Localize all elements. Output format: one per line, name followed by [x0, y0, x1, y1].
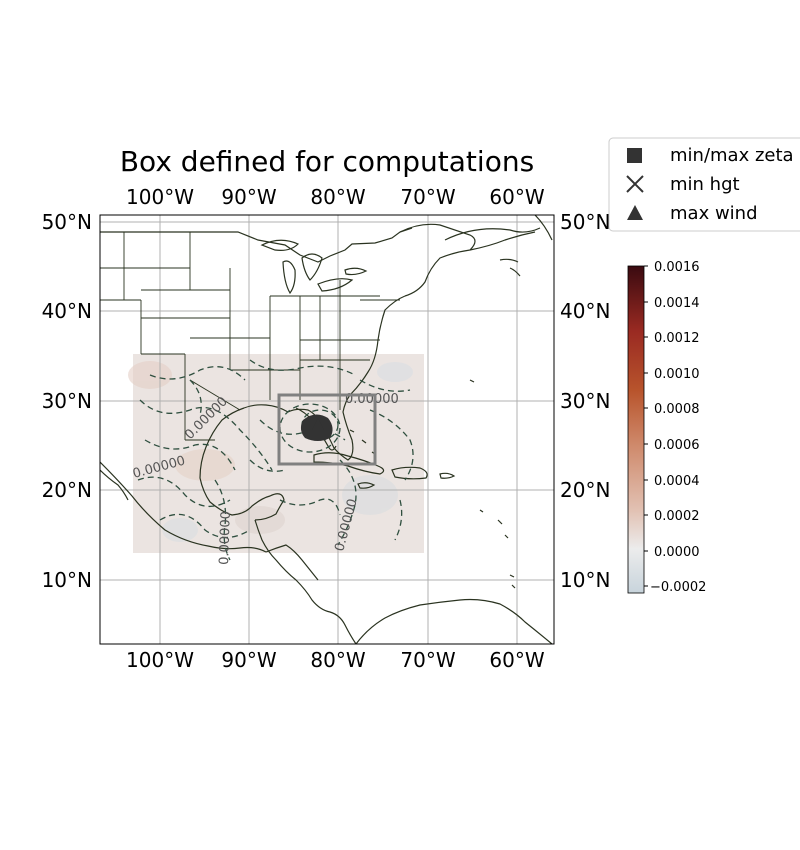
- colorbar-ticks: [644, 265, 648, 587]
- lon-tick-top: 100°W: [126, 185, 194, 209]
- lat-tick-left: 40°N: [42, 299, 92, 323]
- map-title: Box defined for computations: [119, 145, 535, 178]
- lon-tick-bottom: 70°W: [400, 648, 455, 672]
- lat-tick-left: 50°N: [42, 210, 92, 234]
- legend-box: [608, 137, 800, 232]
- colorbar-tick-label: 0.0002: [654, 509, 700, 524]
- bottom-lon-labels: 100°W 90°W 80°W 70°W 60°W: [126, 648, 545, 672]
- lat-tick-left: 20°N: [42, 478, 92, 502]
- colorbar-tick-label: 0.0014: [654, 296, 700, 311]
- colorbar-tick-label: 0.0004: [654, 474, 700, 489]
- coastlines: [100, 215, 553, 644]
- legend-triangle-icon: [627, 205, 643, 220]
- lon-tick-bottom: 80°W: [310, 648, 365, 672]
- colorbar-tick-label: 0.0000: [654, 545, 700, 560]
- colorbar-tick-label: −0.0002: [650, 580, 706, 595]
- legend-x-icon: [626, 175, 644, 193]
- computation-box: [277, 393, 377, 466]
- lon-tick-bottom: 90°W: [221, 648, 276, 672]
- contour-label: 0.00000: [217, 511, 234, 565]
- legend-label-zeta: min/max zeta: [670, 145, 794, 166]
- lat-tick-right: 30°N: [560, 389, 610, 413]
- map-frame: [99, 214, 555, 645]
- colorbar-tick-label: 0.0010: [654, 367, 700, 382]
- legend-label-hgt: min hgt: [670, 174, 740, 195]
- wind-marker: [312, 418, 324, 430]
- top-lon-labels: 100°W 90°W 80°W 70°W 60°W: [126, 185, 545, 209]
- colorbar-tick-label: 0.0006: [654, 438, 700, 453]
- colorbar-gradient: [627, 265, 645, 594]
- legend: min/max zeta min hgt max wind: [608, 137, 800, 232]
- lon-tick-top: 60°W: [489, 185, 544, 209]
- lon-tick-top: 90°W: [221, 185, 276, 209]
- map-area: 0.00000 0.00000 0.00000 0.00000 0.00000: [100, 215, 554, 644]
- lon-tick-bottom: 100°W: [126, 648, 194, 672]
- lat-tick-left: 30°N: [42, 389, 92, 413]
- contours: [137, 359, 414, 561]
- lon-tick-top: 70°W: [400, 185, 455, 209]
- right-lat-labels: 50°N 40°N 30°N 20°N 10°N: [560, 210, 610, 592]
- zeta-marker: [308, 420, 318, 430]
- lat-tick-right: 10°N: [560, 568, 610, 592]
- colorbar-tick-label: 0.0012: [654, 331, 700, 346]
- lat-tick-right: 20°N: [560, 478, 610, 502]
- lat-tick-right: 40°N: [560, 299, 610, 323]
- lat-tick-right: 50°N: [560, 210, 610, 234]
- left-lat-labels: 50°N 40°N 30°N 20°N 10°N: [42, 210, 92, 592]
- legend-square-icon: [627, 148, 642, 163]
- state-borders: [100, 232, 400, 441]
- colorbar-tick-label: 0.0016: [654, 260, 700, 275]
- lon-tick-bottom: 60°W: [489, 648, 544, 672]
- colorbar-tick-label: 0.0008: [654, 402, 700, 417]
- legend-label-wind: max wind: [670, 203, 758, 224]
- storm-markers: [300, 414, 333, 441]
- lon-tick-top: 80°W: [310, 185, 365, 209]
- lat-tick-left: 10°N: [42, 568, 92, 592]
- graticule: [100, 215, 554, 644]
- colorbar: 0.0016 0.0014 0.0012 0.0010 0.0008 0.000…: [627, 260, 706, 595]
